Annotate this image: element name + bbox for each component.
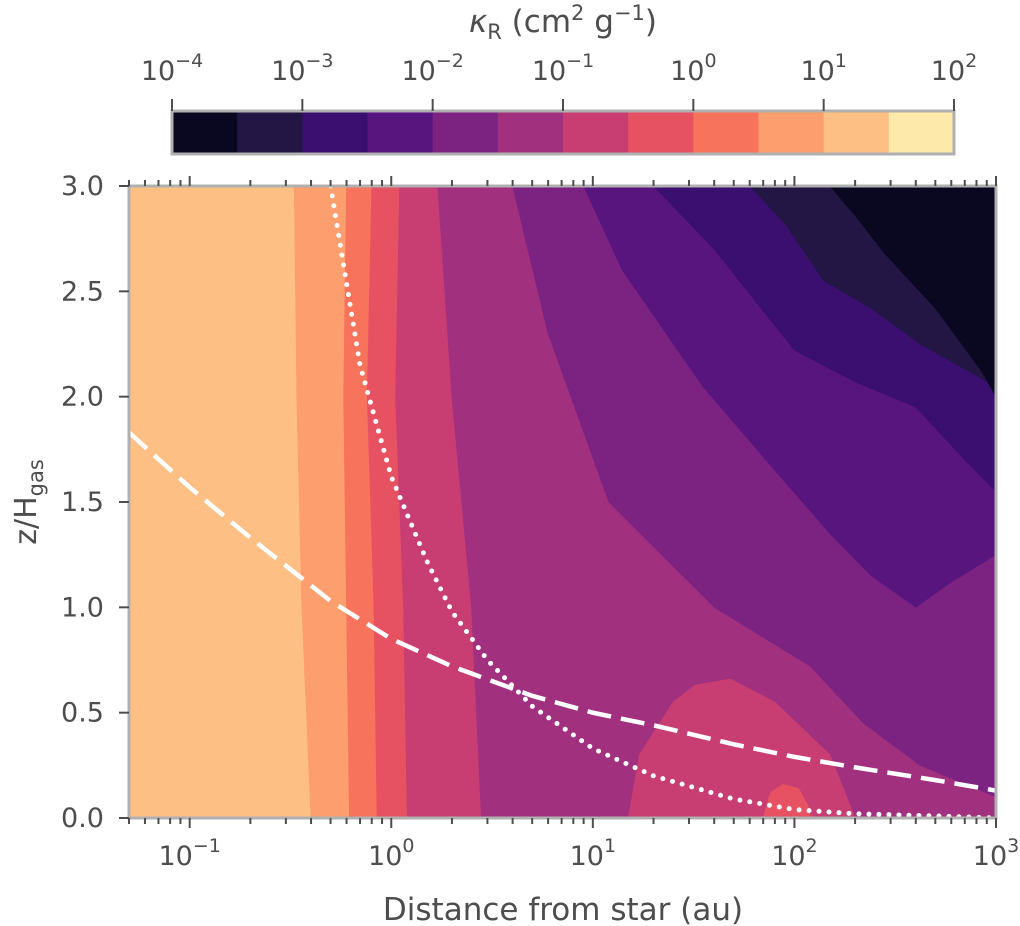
colorbar-tick-label-exp: 1	[835, 50, 847, 72]
y-axis-label-main: z/H	[9, 496, 44, 544]
colorbar-tick-label-base: 10	[532, 56, 566, 87]
colorbar-tick-label-exp: −2	[436, 50, 464, 72]
colorbar-swatch	[497, 111, 564, 154]
colorbar-tick-label-exp: −4	[175, 50, 203, 72]
y-axis-label: z/Hgas	[9, 459, 48, 545]
x-axis-ticks: 10−1 100 101 102 103	[128, 176, 1019, 872]
x-tick-label-base: 10	[158, 841, 192, 872]
colorbar-tick-label: 102	[931, 50, 977, 87]
colorbar-tick-label-base: 10	[931, 56, 965, 87]
colorbar-label-end: )	[645, 4, 657, 40]
colorbar-tick-label-exp: 2	[965, 50, 977, 72]
y-tick-label: 1.5	[61, 487, 104, 518]
x-tick-label-exp: 3	[1007, 835, 1019, 857]
colorbar-tick-label-base: 10	[271, 56, 305, 87]
kappa-bump-band-1	[627, 678, 856, 818]
x-tick-label-base: 10	[973, 841, 1007, 872]
kappa-band-outer-1	[129, 186, 312, 818]
colorbar: 10−4 10−3 10−2 10−1 100 101 102 κR (cm2 g−1)	[141, 1, 977, 156]
colorbar-label-mid: g	[584, 4, 614, 40]
x-tick-label-exp: 0	[402, 835, 414, 857]
colorbar-tick-label: 101	[800, 50, 846, 87]
colorbar-swatches	[172, 111, 955, 154]
x-tick-label: 102	[771, 835, 817, 872]
colorbar-tick-label: 10−4	[141, 50, 203, 87]
y-tick-label: 2.5	[61, 276, 104, 307]
x-tick-label: 103	[973, 835, 1019, 872]
y-tick-label: 0.5	[61, 698, 104, 729]
y-tick-label: 2.0	[61, 382, 104, 413]
colorbar-label-symbol: κ	[469, 4, 488, 40]
x-tick-label-exp: 1	[604, 835, 616, 857]
colorbar-tick-label: 10−1	[532, 50, 594, 87]
colorbar-tick-label-exp: −1	[566, 50, 594, 72]
x-tick-label-base: 10	[570, 841, 604, 872]
colorbar-tick-label-base: 10	[401, 56, 435, 87]
x-tick-label: 10−1	[158, 835, 220, 872]
colorbar-swatch	[302, 111, 368, 154]
colorbar-label: κR (cm2 g−1)	[469, 1, 657, 44]
colorbar-swatch	[693, 111, 759, 154]
y-tick-label: 0.0	[61, 803, 104, 834]
x-axis-label: Distance from star (au)	[383, 892, 743, 926]
colorbar-tick-label-exp: −3	[306, 50, 334, 72]
curves	[129, 186, 996, 818]
colorbar-swatch	[367, 111, 434, 154]
x-tick-label-exp: −1	[193, 835, 221, 857]
colorbar-tick-label: 10−3	[271, 50, 333, 87]
colorbar-label-units: (cm	[502, 4, 571, 40]
colorbar-swatch	[432, 111, 499, 154]
colorbar-swatch	[888, 111, 955, 154]
colorbar-tick-label-exp: 0	[704, 50, 716, 72]
y-tick-label: 1.0	[61, 592, 104, 623]
colorbar-label-subscript: R	[487, 20, 502, 44]
colorbar-tick-label-base: 10	[670, 56, 704, 87]
colorbar-swatch	[237, 111, 303, 154]
colorbar-swatch	[172, 111, 238, 154]
colorbar-tick-label-base: 10	[141, 56, 175, 87]
colorbar-label-exp2: −1	[614, 1, 645, 25]
colorbar-tick-label-base: 10	[800, 56, 834, 87]
x-tick-label: 101	[570, 835, 616, 872]
y-axis-ticks: 0.0 0.5 1.0 1.5 2.0 2.5 3.0	[61, 171, 129, 834]
y-tick-label: 3.0	[61, 171, 104, 202]
x-tick-label-exp: 2	[806, 835, 818, 857]
colorbar-swatch	[628, 111, 694, 154]
colorbar-tick-label: 10−2	[401, 50, 463, 87]
plot-area: 10−1 100 101 102 103 0.00.51.01.52.02.53.0 D…	[9, 171, 1019, 926]
colorbar-label-exp1: 2	[571, 1, 584, 25]
dashed-curve	[129, 430, 996, 793]
colorbar-swatch	[823, 111, 890, 154]
y-axis-label-sub: gas	[24, 459, 48, 496]
kappa-band-inner-2	[829, 186, 996, 398]
x-tick-label-base: 10	[368, 841, 402, 872]
colorbar-ticks: 10−4 10−3 10−2 10−1 100 101 102	[141, 50, 977, 111]
colorbar-swatch	[563, 111, 629, 154]
contour-regions	[129, 186, 996, 818]
colorbar-swatch	[758, 111, 825, 154]
colorbar-tick-label: 100	[670, 50, 716, 87]
x-tick-label: 100	[368, 835, 414, 872]
x-tick-label-base: 10	[771, 841, 805, 872]
